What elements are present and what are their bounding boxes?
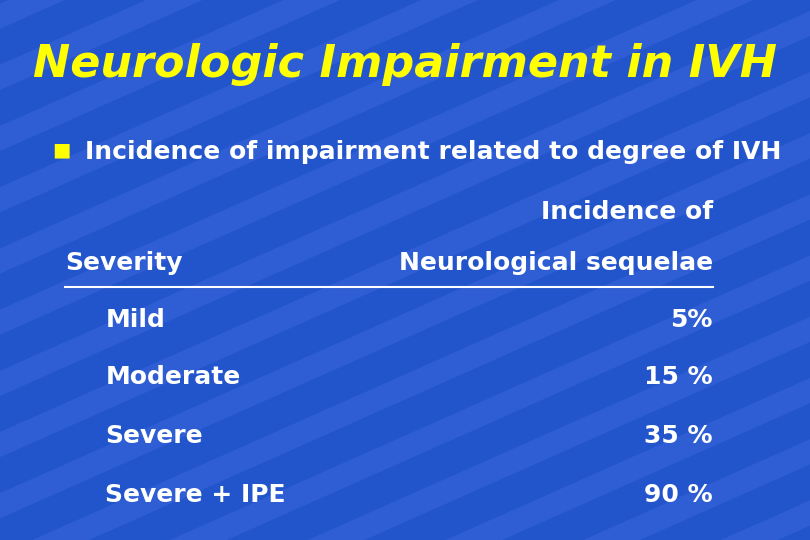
Polygon shape	[308, 0, 810, 540]
Polygon shape	[170, 0, 810, 540]
Polygon shape	[32, 0, 810, 540]
Polygon shape	[0, 0, 340, 540]
Text: 5%: 5%	[671, 308, 713, 332]
Text: 90 %: 90 %	[644, 483, 713, 507]
Text: Severity: Severity	[65, 251, 182, 275]
Polygon shape	[0, 0, 478, 540]
Text: Neurological sequelae: Neurological sequelae	[399, 251, 713, 275]
Text: Severe: Severe	[105, 424, 203, 448]
Polygon shape	[583, 0, 810, 540]
Text: Mild: Mild	[105, 308, 165, 332]
Text: Incidence of impairment related to degree of IVH: Incidence of impairment related to degre…	[85, 140, 782, 164]
Text: 35 %: 35 %	[644, 424, 713, 448]
Polygon shape	[721, 0, 810, 540]
Text: Incidence of: Incidence of	[541, 200, 713, 224]
Polygon shape	[0, 0, 202, 540]
Polygon shape	[0, 0, 753, 540]
Polygon shape	[0, 0, 616, 540]
Polygon shape	[0, 0, 65, 540]
Text: Neurologic Impairment in IVH: Neurologic Impairment in IVH	[33, 43, 777, 86]
Text: Moderate: Moderate	[105, 364, 241, 388]
Text: Severe + IPE: Severe + IPE	[105, 483, 286, 507]
Text: 15 %: 15 %	[644, 364, 713, 388]
Text: ■: ■	[53, 140, 71, 159]
Polygon shape	[446, 0, 810, 540]
